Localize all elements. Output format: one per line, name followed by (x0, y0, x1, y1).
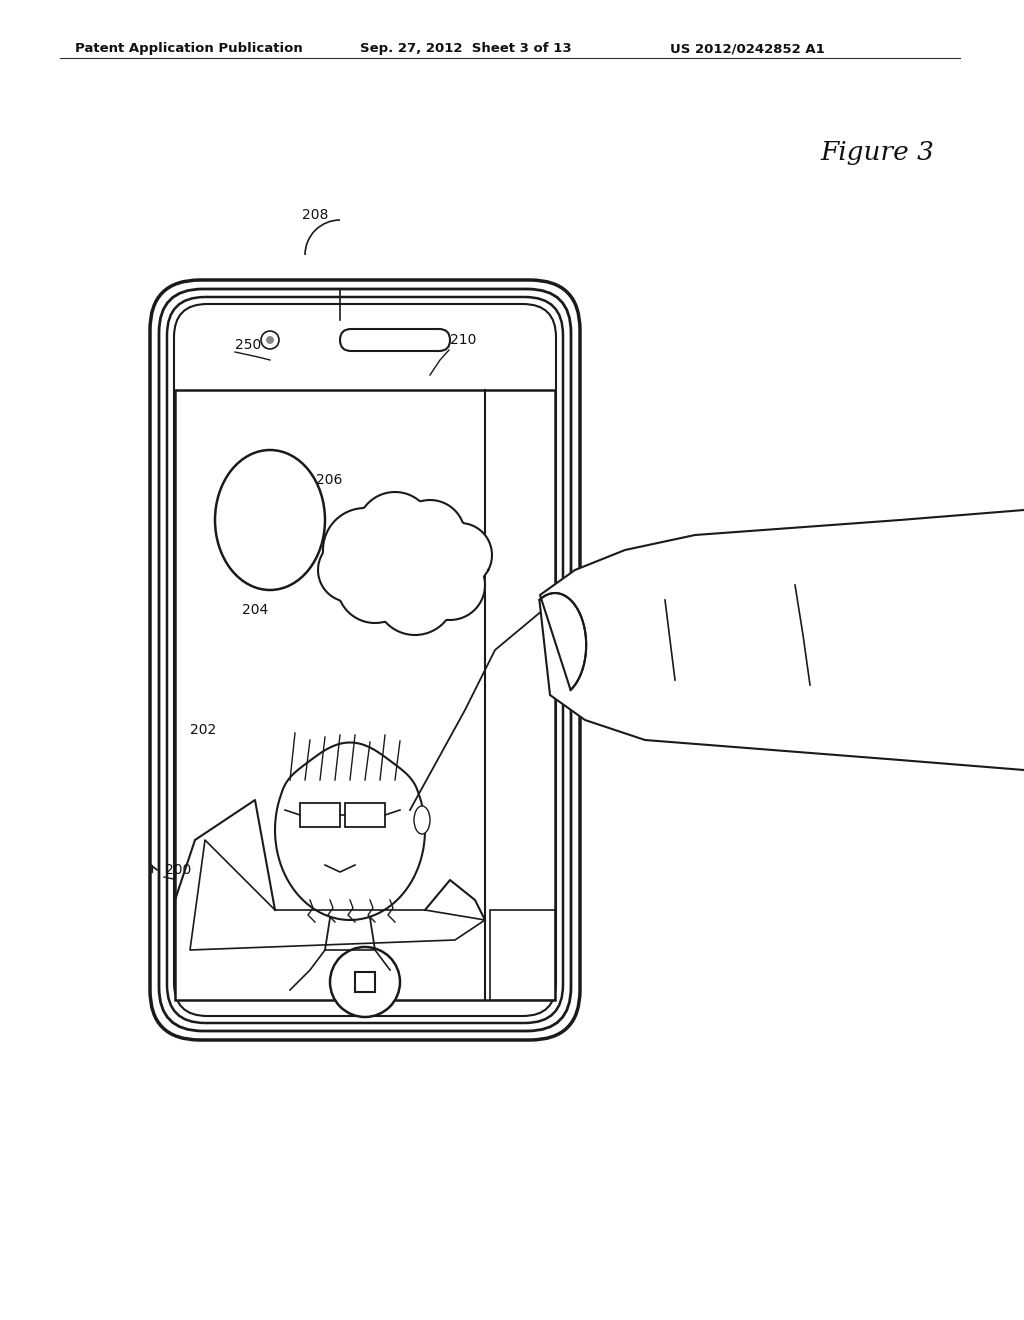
Text: 200: 200 (165, 863, 191, 876)
Text: Figure 3: Figure 3 (820, 140, 934, 165)
FancyBboxPatch shape (150, 280, 580, 1040)
Polygon shape (190, 840, 485, 950)
Text: US 2012/0242852 A1: US 2012/0242852 A1 (670, 42, 824, 55)
Text: 208: 208 (302, 209, 329, 222)
Text: Sep. 27, 2012  Sheet 3 of 13: Sep. 27, 2012 Sheet 3 of 13 (360, 42, 571, 55)
Text: 250: 250 (234, 338, 261, 352)
Bar (355, 972, 375, 993)
Circle shape (330, 946, 400, 1016)
Text: 300: 300 (660, 593, 686, 607)
Polygon shape (540, 510, 1024, 770)
Circle shape (266, 337, 274, 345)
Bar (345, 803, 385, 828)
Text: 204: 204 (242, 603, 268, 616)
FancyBboxPatch shape (159, 289, 571, 1031)
Polygon shape (318, 492, 492, 635)
FancyBboxPatch shape (167, 297, 563, 1023)
Text: Patent Application Publication: Patent Application Publication (75, 42, 303, 55)
Bar (490, 909, 555, 1001)
Ellipse shape (414, 807, 430, 834)
Text: 210: 210 (450, 333, 476, 347)
Text: 202: 202 (190, 723, 216, 737)
Circle shape (261, 331, 279, 348)
FancyBboxPatch shape (174, 304, 556, 1016)
Ellipse shape (215, 450, 325, 590)
Bar (175, 389, 555, 1001)
Bar (300, 803, 340, 828)
FancyBboxPatch shape (340, 329, 450, 351)
Text: 206: 206 (316, 473, 342, 487)
